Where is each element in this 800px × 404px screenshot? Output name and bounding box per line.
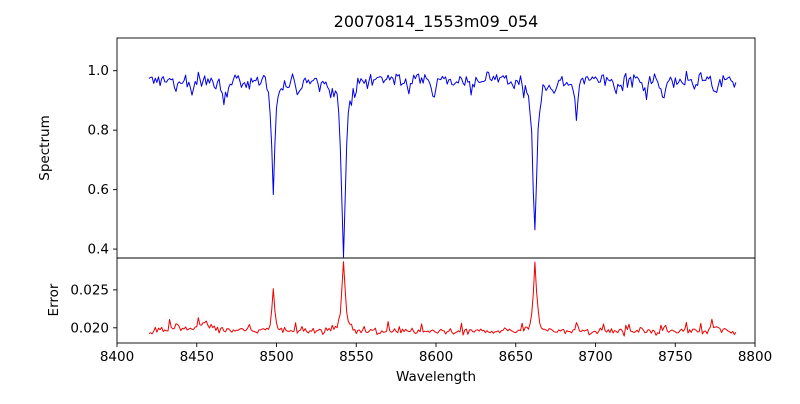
error-y-axis-label: Error — [46, 283, 62, 316]
x-tick-label: 8550 — [339, 349, 373, 365]
x-tick-label: 8600 — [419, 349, 453, 365]
chart-title: 20070814_1553m09_054 — [334, 12, 539, 32]
spectrum-y-axis-label: Spectrum — [37, 115, 53, 180]
y-tick-label: 0.020 — [70, 320, 109, 336]
y-tick-label: 1.0 — [88, 63, 109, 79]
spectrum-axes-frame — [116, 37, 756, 259]
x-tick-label: 8650 — [499, 349, 533, 365]
x-axis-label: Wavelength — [396, 369, 476, 385]
x-tick-label: 8500 — [259, 349, 293, 365]
x-tick-label: 8700 — [578, 349, 612, 365]
y-tick-label: 0.025 — [70, 282, 109, 298]
x-tick-label: 8400 — [100, 349, 134, 365]
y-tick-label: 0.6 — [88, 182, 109, 198]
y-tick-label: 0.4 — [88, 242, 109, 258]
x-tick-label: 8800 — [738, 349, 772, 365]
plot-layer: 0.4 0.6 0.8 1.0 0.020 0.025 8400 8450 8500 8550 86… — [70, 63, 772, 365]
error-line — [148, 261, 737, 337]
spectrum-line — [148, 70, 737, 258]
x-tick-label: 8450 — [180, 349, 214, 365]
x-tick-label: 8750 — [658, 349, 692, 365]
error-axes-frame — [116, 257, 756, 344]
y-tick-label: 0.8 — [88, 123, 109, 139]
